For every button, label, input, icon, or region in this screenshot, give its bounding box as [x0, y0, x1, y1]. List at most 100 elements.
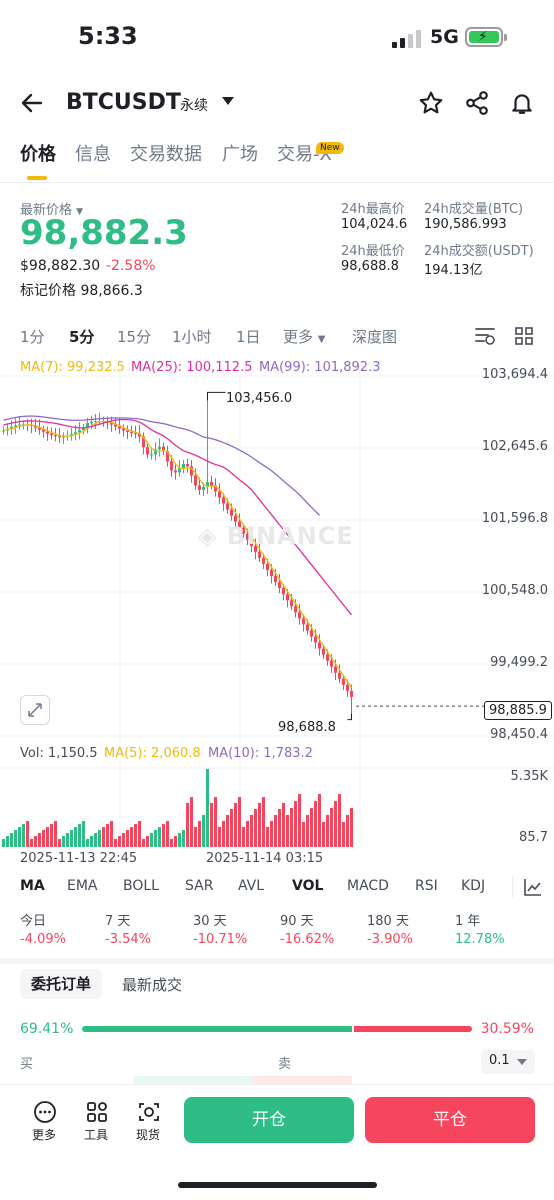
candle-body	[326, 654, 329, 661]
high-marker-line	[207, 391, 226, 401]
candle-body	[186, 464, 189, 467]
interval-1h[interactable]: 1小时	[172, 328, 212, 346]
volume-bar	[50, 824, 53, 847]
candle-body	[242, 527, 245, 534]
volume-bar	[318, 794, 321, 847]
high-marker-label: 103,456.0	[226, 391, 293, 406]
volume-bar	[94, 833, 97, 847]
volume-bar	[334, 801, 337, 847]
volume-axis-label: 5.35K	[510, 769, 548, 784]
star-icon[interactable]	[418, 90, 444, 116]
indicator-rsi[interactable]: RSI	[415, 878, 438, 894]
indicator-kdj[interactable]: KDJ	[461, 878, 486, 894]
interval-5m[interactable]: 5分	[69, 328, 95, 346]
interval-1m[interactable]: 1分	[20, 328, 45, 346]
tab-trading-data[interactable]: 交易数据	[130, 144, 202, 165]
candle-body	[330, 660, 333, 667]
indicator-macd[interactable]: MACD	[347, 878, 389, 894]
candle-body	[254, 545, 257, 552]
volume-bar	[82, 821, 85, 847]
contract-type[interactable]: 永续	[180, 98, 208, 114]
back-arrow-icon[interactable]	[20, 90, 44, 116]
vol-usdt-label: 24h成交额(USDT)	[424, 244, 534, 259]
volume-bar	[314, 801, 317, 847]
volume-bar	[342, 822, 345, 847]
interval-15m[interactable]: 15分	[117, 328, 152, 346]
perf-label: 30 天	[193, 914, 227, 929]
volume-bar	[174, 836, 177, 847]
candle-body	[94, 421, 97, 423]
depth-chart-tab[interactable]: 深度图	[352, 328, 398, 346]
volume-bar	[266, 827, 269, 847]
volume-bar	[214, 797, 217, 847]
candle-body	[90, 421, 93, 424]
low-label: 24h最低价	[341, 244, 405, 259]
time-axis-label: 2025-11-14 03:15	[206, 851, 324, 866]
candle-body	[298, 612, 301, 619]
spot-icon[interactable]	[137, 1100, 161, 1124]
vol-ma10-legend: MA(10): 1,783.2	[208, 746, 313, 761]
candle-body	[166, 451, 169, 462]
tick-size-select[interactable]: 0.1	[481, 1050, 535, 1074]
more-icon[interactable]	[33, 1100, 57, 1124]
spot-label[interactable]: 现货	[136, 1128, 161, 1142]
candle-body	[218, 491, 221, 498]
candle-body	[86, 423, 89, 429]
more-label[interactable]: 更多	[32, 1128, 57, 1142]
low-marker-line	[347, 713, 352, 721]
volume-bar	[306, 815, 309, 847]
volume-bar	[62, 836, 65, 847]
indicator-avl[interactable]: AVL	[238, 878, 265, 894]
candlestick-chart[interactable]	[0, 370, 554, 850]
symbol-title[interactable]: BTCUSDT	[66, 90, 181, 115]
volume-bar	[282, 803, 285, 847]
indicator-sar[interactable]: SAR	[185, 878, 214, 894]
open-position-button[interactable]: 开仓	[184, 1097, 354, 1143]
indicator-settings-icon[interactable]	[522, 876, 544, 898]
candle-body	[74, 432, 77, 435]
ma7-legend: MA(7): 99,232.5	[20, 360, 125, 375]
close-position-button[interactable]: 平仓	[365, 1097, 535, 1143]
price-axis-label: 100,548.0	[481, 583, 548, 598]
volume-bar	[186, 803, 189, 847]
tab-order-book[interactable]: 委托订单	[20, 969, 102, 999]
tab-info[interactable]: 信息	[75, 144, 111, 165]
candle-body	[170, 461, 173, 471]
volume-bar	[74, 827, 77, 847]
buy-ratio-bar	[82, 1026, 352, 1032]
interval-1d[interactable]: 1日	[236, 328, 261, 346]
chevron-down-icon	[517, 1059, 527, 1065]
candle-body	[2, 430, 5, 432]
candle-body	[318, 642, 321, 649]
battery-icon: ⚡	[465, 27, 507, 47]
tab-price[interactable]: 价格	[20, 144, 56, 165]
fullscreen-button[interactable]	[20, 695, 50, 725]
indicator-boll[interactable]: BOLL	[123, 878, 159, 894]
perf-value: -3.90%	[367, 932, 413, 947]
perf-value: -3.54%	[105, 932, 151, 947]
indicator-vol[interactable]: VOL	[292, 878, 324, 894]
sell-ratio-bar	[354, 1026, 472, 1032]
layout-grid-icon[interactable]	[514, 326, 534, 346]
candle-body	[118, 426, 121, 429]
tools-icon[interactable]	[85, 1100, 109, 1124]
last-price-label[interactable]: 最新价格 ▼	[20, 203, 84, 218]
tab-recent-trades[interactable]: 最新成交	[122, 976, 183, 994]
indicator-ema[interactable]: EMA	[67, 878, 98, 894]
bell-icon[interactable]	[509, 90, 535, 116]
indicator-ma[interactable]: MA	[20, 878, 45, 894]
candle-body	[342, 678, 345, 685]
candle-body	[290, 600, 293, 607]
candle-body	[158, 446, 161, 450]
buy-column-label: 买	[20, 1057, 34, 1072]
symbol-dropdown-icon[interactable]	[222, 97, 234, 105]
volume-bar	[18, 827, 21, 847]
share-icon[interactable]	[464, 90, 490, 116]
tab-square[interactable]: 广场	[222, 144, 258, 165]
interval-more[interactable]: 更多 ▼	[283, 328, 326, 346]
candle-body	[78, 430, 81, 433]
tools-label[interactable]: 工具	[84, 1128, 109, 1142]
current-price-tag[interactable]: 98,885.9	[484, 701, 552, 720]
chart-settings-icon[interactable]	[474, 326, 496, 346]
section-divider	[0, 958, 554, 964]
